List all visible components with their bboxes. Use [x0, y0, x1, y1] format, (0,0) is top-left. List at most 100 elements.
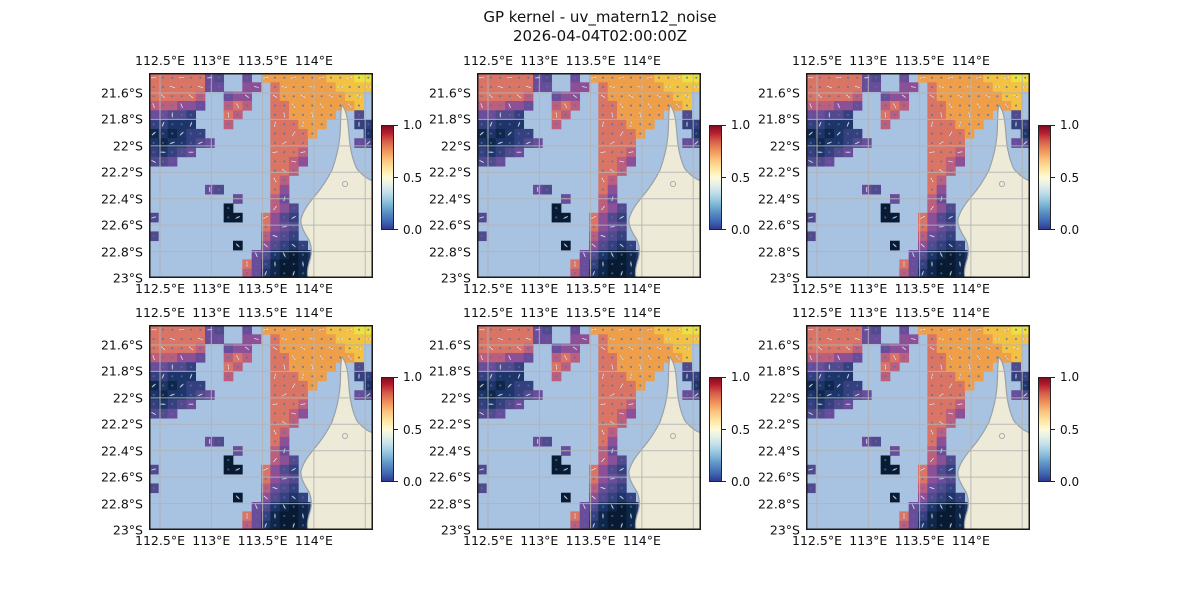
y-axis-left: 21.6°S 21.8°S 22°S 22.2°S 22.4°S 22.6°S 22.8°S… [83, 325, 143, 538]
colorbar-tick-label: 1.0 [731, 118, 751, 132]
x-axis-top: 112.5°E 113°E 113.5°E 114°E [463, 305, 701, 321]
x-tick-label: 113.5°E [894, 305, 945, 320]
y-tick-label: 22.2°S [100, 416, 143, 432]
x-tick-label: 112.5°E [792, 533, 842, 548]
colorbar-tick-label: 0.0 [1060, 475, 1080, 489]
colorbar: 1.0 0.5 0.0 [709, 370, 771, 489]
map-art-instance [477, 73, 701, 278]
y-tick-label: 22°S [112, 390, 143, 406]
colorbar-tick [722, 377, 726, 379]
colorbar-tick [1051, 377, 1055, 379]
y-tick-label: 21.6°S [428, 337, 471, 353]
x-axis-bottom: 112.5°E 113°E 113.5°E 114°E [792, 281, 1030, 297]
map-art-instance [806, 325, 1030, 530]
x-tick-label: 112.5°E [463, 281, 513, 296]
y-tick-label: 22.6°S [757, 469, 800, 485]
y-tick-label: 22.6°S [428, 217, 471, 233]
y-tick-label: 21.8°S [100, 111, 143, 127]
x-tick-label: 113°E [520, 53, 559, 68]
x-tick-label: 114°E [294, 533, 333, 548]
x-axis-bottom: 112.5°E 113°E 113.5°E 114°E [135, 281, 373, 297]
colorbar-tick-label: 0.5 [1060, 170, 1080, 185]
y-tick-label: 21.8°S [100, 363, 143, 379]
colorbar-tick-label: 1.0 [1060, 118, 1080, 132]
x-tick-label: 112.5°E [792, 281, 842, 296]
x-axis-top: 112.5°E 113°E 113.5°E 114°E [135, 53, 373, 69]
x-tick-label: 114°E [951, 53, 990, 68]
y-tick-label: 22.6°S [100, 217, 143, 233]
x-tick-label: 114°E [951, 305, 990, 320]
y-tick-label: 22.6°S [100, 469, 143, 485]
y-tick-label: 22°S [769, 390, 800, 406]
colorbar: 1.0 0.5 0.0 [709, 118, 771, 237]
y-tick-label: 23°S [440, 522, 471, 538]
colorbar-gradient [381, 377, 394, 482]
x-tick-label: 112.5°E [135, 281, 185, 296]
x-tick-label: 113°E [192, 305, 231, 320]
y-tick-label: 22.4°S [757, 191, 800, 207]
map-art-instance [149, 73, 373, 278]
y-tick-label: 23°S [440, 270, 471, 286]
x-tick-label: 112.5°E [135, 533, 185, 548]
colorbar-tick-label: 0.0 [731, 475, 751, 489]
y-tick-label: 23°S [112, 270, 143, 286]
colorbar-tick [722, 176, 726, 179]
x-tick-label: 114°E [951, 281, 990, 296]
y-tick-label: 22.6°S [428, 469, 471, 485]
y-tick-label: 22°S [112, 138, 143, 154]
y-tick-label: 22.8°S [100, 244, 143, 260]
colorbar-tick [1051, 480, 1055, 482]
x-tick-label: 114°E [951, 533, 990, 548]
colorbar-gradient [709, 377, 722, 482]
y-axis-left: 21.6°S 21.8°S 22°S 22.2°S 22.4°S 22.6°S 22.8°S… [411, 73, 471, 286]
map-art-instance [149, 325, 373, 530]
colorbar-tick-label: 0.0 [1060, 223, 1080, 237]
y-tick-label: 23°S [769, 270, 800, 286]
y-tick-label: 21.8°S [428, 111, 471, 127]
x-axis-bottom: 112.5°E 113°E 113.5°E 114°E [463, 533, 701, 549]
y-tick-label: 22.2°S [757, 416, 800, 432]
colorbar-tick [394, 176, 398, 179]
figure-title-line1: GP kernel - uv_matern12_noise [483, 8, 717, 26]
colorbar-tick [1051, 428, 1055, 431]
map-canvas [149, 325, 373, 530]
x-tick-label: 113.5°E [237, 281, 288, 296]
colorbar: 1.0 0.5 0.0 [1038, 118, 1100, 237]
colorbar-gradient [709, 125, 722, 230]
y-tick-label: 22.8°S [757, 496, 800, 512]
x-tick-label: 113.5°E [565, 533, 616, 548]
map-subplot-2: 112.5°E 113°E 113.5°E 114°E 21.6°S 21.8°S 22°… [429, 53, 750, 296]
x-tick-label: 112.5°E [792, 53, 842, 68]
map-art-instance [806, 73, 1030, 278]
map-canvas [477, 325, 701, 530]
map-canvas [149, 73, 373, 278]
y-tick-label: 21.6°S [100, 85, 143, 101]
y-tick-label: 21.6°S [757, 85, 800, 101]
figure-title-line2: 2026-04-04T02:00:00Z [513, 27, 687, 45]
y-tick-label: 22.4°S [757, 443, 800, 459]
colorbar-tick [394, 377, 398, 379]
colorbar-tick-label: 0.5 [403, 170, 423, 185]
colorbar-tick-label: 0.5 [731, 170, 751, 185]
x-axis-top: 112.5°E 113°E 113.5°E 114°E [463, 53, 701, 69]
map-subplot-3: 112.5°E 113°E 113.5°E 114°E 21.6°S 21.8°S 22°… [758, 53, 1079, 296]
colorbar-tick [722, 480, 726, 482]
y-tick-label: 23°S [112, 522, 143, 538]
y-axis-left: 21.6°S 21.8°S 22°S 22.2°S 22.4°S 22.6°S 22.8°S… [83, 73, 143, 286]
colorbar-tick [394, 228, 398, 230]
colorbar-tick [1051, 176, 1055, 179]
x-tick-label: 113°E [849, 533, 888, 548]
y-tick-label: 22.8°S [757, 244, 800, 260]
x-tick-label: 112.5°E [135, 305, 185, 320]
x-tick-label: 113.5°E [565, 53, 616, 68]
x-tick-label: 113.5°E [237, 53, 288, 68]
y-tick-label: 22.4°S [100, 443, 143, 459]
x-tick-label: 113°E [520, 281, 559, 296]
y-tick-label: 21.6°S [100, 337, 143, 353]
figure-title: GP kernel - uv_matern12_noise 2026-04-04… [0, 8, 1200, 46]
colorbar-tick [1051, 228, 1055, 230]
colorbar-tick-label: 0.0 [403, 223, 423, 237]
colorbar-gradient [1038, 377, 1051, 482]
map-art-instance [477, 325, 701, 530]
